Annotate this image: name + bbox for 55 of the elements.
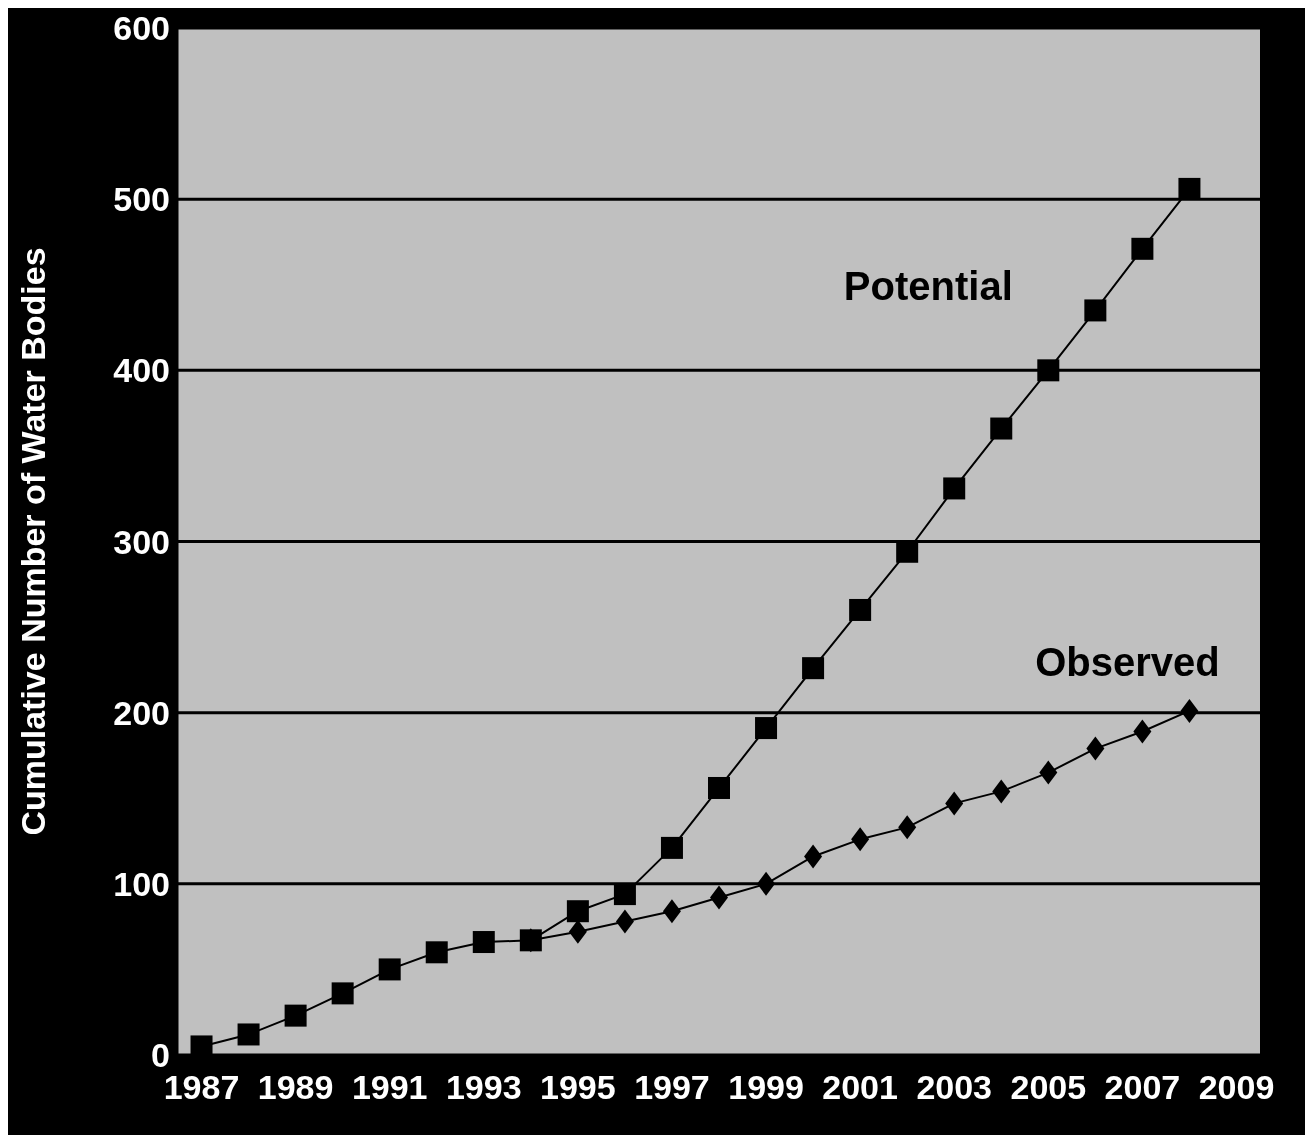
y-tick-label: 600 <box>113 9 170 48</box>
y-tick-label: 200 <box>113 693 170 732</box>
point <box>1037 359 1060 382</box>
point <box>990 417 1013 440</box>
series-label: Potential <box>843 264 1013 309</box>
point <box>1086 736 1105 761</box>
x-tick-label: 2001 <box>822 1068 898 1107</box>
point <box>660 836 683 859</box>
x-tick-label: 1993 <box>445 1068 522 1107</box>
point <box>1131 237 1154 260</box>
point <box>1180 698 1199 723</box>
point <box>190 1035 213 1055</box>
point <box>331 982 354 1005</box>
point <box>896 540 919 563</box>
y-tick-label: 100 <box>113 864 170 903</box>
point <box>943 477 966 500</box>
point <box>472 931 495 954</box>
x-tick-label: 2005 <box>1010 1068 1087 1107</box>
series-label: Observed <box>1035 640 1220 685</box>
point <box>849 598 872 621</box>
point <box>1133 719 1152 744</box>
point <box>802 657 825 680</box>
y-axis-title: Cumulative Number of Water Bodies <box>14 247 53 836</box>
point <box>1178 177 1201 200</box>
point <box>898 815 917 840</box>
point <box>568 919 587 944</box>
x-tick-label: 1999 <box>728 1068 804 1107</box>
point <box>851 827 870 852</box>
point <box>615 909 634 934</box>
x-tick-label: 1997 <box>634 1068 710 1107</box>
x-tick-label: 2003 <box>916 1068 993 1107</box>
x-tick-label: 2007 <box>1104 1068 1181 1107</box>
point <box>710 885 728 910</box>
point <box>1084 299 1107 322</box>
point <box>1039 760 1058 785</box>
point <box>378 958 401 981</box>
point <box>757 871 776 896</box>
point <box>804 844 823 869</box>
x-tick-label: 1995 <box>540 1068 616 1107</box>
x-tick-label: 1989 <box>257 1068 334 1107</box>
x-tick-label: 1991 <box>351 1068 428 1107</box>
point <box>237 1023 260 1046</box>
x-tick-label: 2009 <box>1198 1068 1275 1107</box>
point <box>992 779 1011 804</box>
y-tick-label: 500 <box>113 180 170 219</box>
point <box>755 717 778 740</box>
point <box>945 791 964 816</box>
point <box>662 899 681 924</box>
y-tick-label: 400 <box>113 351 170 390</box>
point <box>425 941 448 964</box>
point <box>284 1004 307 1027</box>
point <box>566 900 589 923</box>
point <box>708 776 730 799</box>
point <box>613 883 636 906</box>
y-tick-label: 300 <box>113 522 170 561</box>
